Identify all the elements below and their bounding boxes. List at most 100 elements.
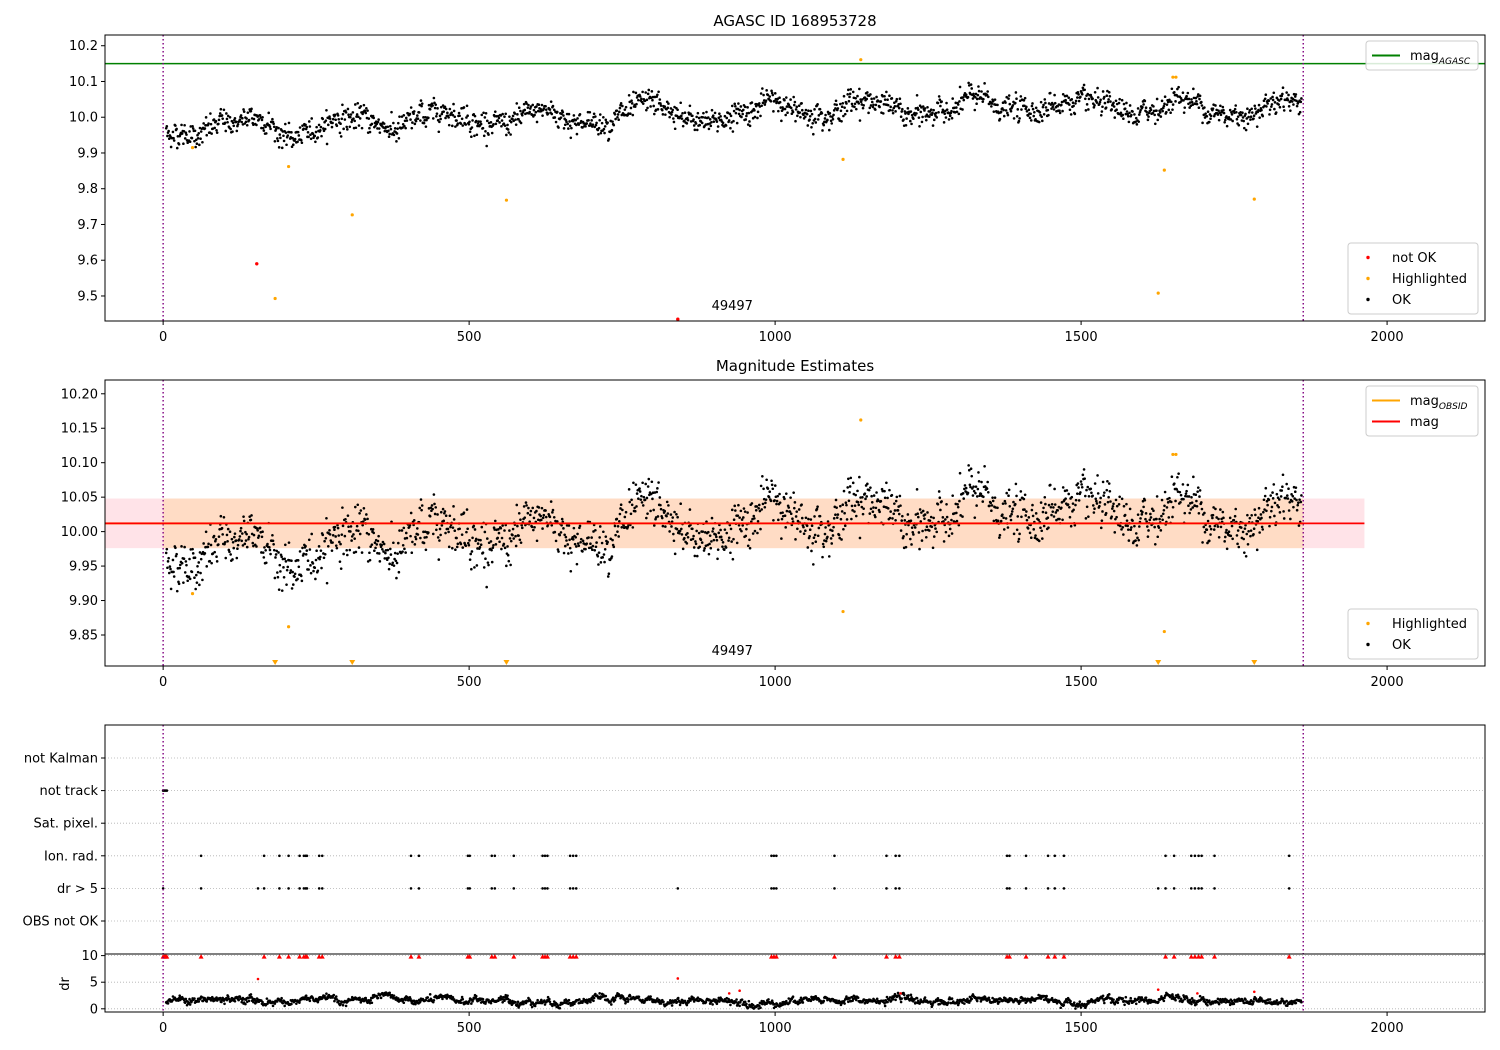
ok-point: [879, 499, 883, 503]
ok-point: [1244, 112, 1247, 116]
ok-point: [328, 115, 331, 118]
ok-point: [809, 109, 813, 113]
ok-point: [1163, 95, 1167, 99]
ok-point: [767, 495, 771, 499]
ok-point: [1202, 525, 1206, 529]
ok-point: [286, 565, 290, 569]
ok-point: [469, 552, 473, 556]
ok-point: [535, 539, 539, 543]
ok-point: [813, 533, 817, 537]
ok-point: [419, 119, 422, 122]
ok-point: [840, 538, 843, 541]
ok-point: [492, 544, 495, 547]
ok-point: [1270, 505, 1274, 509]
ok-point: [886, 496, 889, 500]
ok-point: [228, 115, 232, 119]
ok-point: [972, 485, 975, 488]
ok-point: [685, 122, 689, 125]
ok-point: [1261, 528, 1265, 531]
ok-point: [476, 124, 479, 128]
ok-point: [1074, 102, 1077, 105]
ok-point: [540, 103, 544, 107]
ok-point: [350, 535, 354, 538]
ok-point: [520, 526, 524, 530]
dr-point: [757, 1004, 761, 1008]
ok-point: [193, 576, 196, 580]
ok-point: [883, 496, 887, 500]
ok-point: [951, 494, 954, 497]
ok-point: [345, 125, 349, 129]
flag-point: [571, 854, 575, 858]
ok-point: [759, 527, 762, 531]
ok-point: [310, 117, 314, 120]
ok-point: [425, 118, 428, 122]
ok-point: [1089, 93, 1093, 97]
ok-point: [1159, 115, 1163, 118]
ok-point: [975, 504, 978, 507]
highlighted-point: [286, 164, 291, 169]
ok-point: [735, 541, 739, 545]
ok-point: [889, 105, 892, 109]
ok-point: [1071, 502, 1075, 505]
ok-point: [1293, 497, 1296, 500]
ok-point: [842, 489, 846, 493]
ok-point: [969, 485, 972, 489]
ok-point: [210, 561, 213, 565]
dr-point: [573, 1002, 576, 1006]
ok-point: [856, 500, 860, 504]
ok-point: [1136, 513, 1140, 516]
ok-point: [716, 548, 720, 551]
ok-point: [1098, 504, 1101, 508]
ok-point: [571, 536, 574, 539]
ok-point: [698, 545, 702, 549]
ok-point: [595, 121, 598, 125]
flag-point: [546, 887, 549, 890]
ok-point: [202, 542, 205, 545]
ok-point: [1236, 529, 1240, 532]
ok-point: [354, 126, 358, 130]
ok-point: [829, 119, 833, 123]
ok-point: [1141, 510, 1144, 514]
ok-point: [1077, 486, 1080, 489]
ok-point: [446, 527, 450, 531]
ok-point: [856, 94, 859, 98]
ok-point: [1047, 113, 1050, 117]
ok-point: [695, 554, 699, 558]
ok-point: [1263, 97, 1267, 101]
ok-point: [915, 488, 919, 491]
ok-point: [1286, 98, 1290, 102]
legend-label: Highlighted: [1392, 272, 1467, 287]
ok-point: [474, 119, 478, 123]
ok-point: [1225, 528, 1228, 532]
ok-point: [431, 507, 434, 511]
ok-point: [1019, 95, 1023, 98]
ok-point: [649, 105, 652, 108]
ok-point: [1147, 115, 1150, 118]
ok-point: [372, 531, 376, 535]
ok-point: [1145, 520, 1148, 523]
dr-point: [637, 995, 641, 999]
ok-point: [808, 114, 812, 118]
ok-point: [845, 109, 849, 113]
ok-point: [1022, 497, 1026, 501]
ok-point: [1058, 517, 1061, 521]
ok-point: [330, 125, 334, 129]
ok-point: [950, 109, 953, 113]
legend-label-main: Highlighted: [1392, 272, 1467, 287]
ok-point: [937, 490, 941, 493]
ok-point: [692, 118, 695, 121]
ok-point: [1287, 487, 1290, 491]
ok-point: [437, 558, 441, 561]
ok-point: [635, 102, 638, 106]
ok-point: [442, 519, 446, 523]
ok-point: [939, 104, 942, 108]
ok-point: [346, 553, 349, 557]
ok-point: [645, 496, 649, 500]
ok-point: [1061, 109, 1064, 113]
ok-point: [262, 556, 266, 559]
ok-point: [633, 509, 637, 513]
ok-point: [957, 523, 961, 527]
ok-point: [1112, 502, 1115, 506]
ok-point: [1076, 96, 1079, 99]
ok-point: [1185, 495, 1189, 498]
